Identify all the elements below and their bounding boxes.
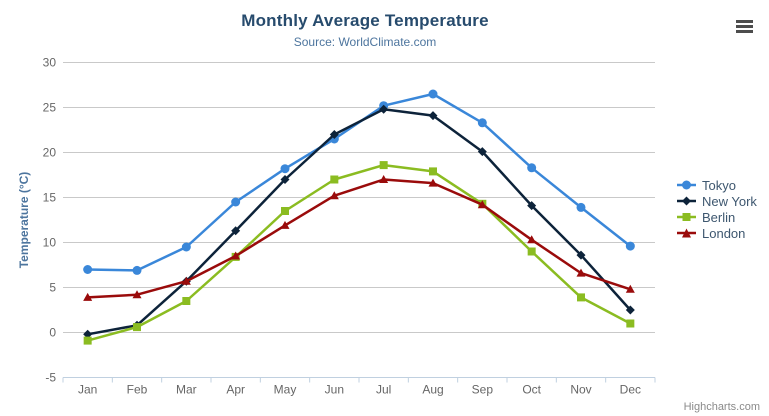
- y-axis-label: 30: [43, 56, 57, 70]
- x-axis-label: Jan: [78, 383, 97, 397]
- marker-new-york[interactable]: [83, 329, 93, 339]
- marker-new-york[interactable]: [329, 130, 339, 139]
- marker-tokyo[interactable]: [477, 118, 487, 128]
- y-axis-label: 0: [49, 326, 56, 340]
- context-menu-button[interactable]: [736, 20, 754, 34]
- marker-tokyo[interactable]: [181, 242, 191, 252]
- marker-tokyo[interactable]: [83, 265, 93, 274]
- triangle-icon: [677, 228, 696, 238]
- marker-berlin[interactable]: [626, 319, 635, 328]
- hamburger-menu-icon: [736, 30, 753, 33]
- square-icon: [677, 213, 696, 221]
- marker-new-york[interactable]: [576, 250, 586, 260]
- marker-new-york[interactable]: [280, 175, 290, 184]
- diamond-icon: [677, 196, 696, 206]
- legend-item-london[interactable]: London: [676, 225, 757, 241]
- marker-london[interactable]: [83, 292, 93, 301]
- marker-tokyo[interactable]: [231, 197, 241, 207]
- x-axis-label: Nov: [570, 383, 591, 397]
- x-axis-label: Feb: [127, 383, 148, 397]
- marker-berlin[interactable]: [281, 207, 289, 215]
- y-axis-label: -5: [45, 371, 56, 385]
- x-axis-label: Jun: [325, 383, 344, 397]
- marker-london[interactable]: [576, 268, 586, 277]
- series-line-tokyo: [86, 92, 632, 272]
- legend-item-tokyo[interactable]: Tokyo: [676, 177, 757, 193]
- hamburger-menu-icon: [736, 20, 753, 23]
- x-axis-label: Aug: [422, 383, 443, 397]
- marker-london[interactable]: [527, 235, 537, 244]
- legend-label-tokyo: Tokyo: [702, 177, 736, 193]
- marker-berlin[interactable]: [577, 293, 585, 302]
- chart-subtitle: Source: WorldClimate.com: [293, 35, 437, 49]
- marker-new-york[interactable]: [625, 305, 635, 315]
- marker-tokyo[interactable]: [132, 265, 142, 275]
- marker-new-york[interactable]: [428, 111, 438, 121]
- marker-new-york[interactable]: [527, 201, 537, 211]
- y-axis-label: 10: [43, 236, 57, 250]
- marker-berlin[interactable]: [182, 297, 191, 305]
- credits-link[interactable]: Highcharts.com: [683, 401, 760, 413]
- series-line-london: [86, 178, 632, 299]
- marker-new-york[interactable]: [231, 226, 241, 236]
- legend-item-berlin[interactable]: Berlin: [676, 209, 757, 225]
- marker-tokyo[interactable]: [527, 163, 537, 173]
- y-axis-label: 25: [43, 101, 57, 115]
- marker-berlin[interactable]: [527, 247, 536, 256]
- marker-london[interactable]: [477, 200, 487, 209]
- marker-berlin[interactable]: [133, 323, 141, 332]
- marker-tokyo[interactable]: [625, 241, 635, 251]
- y-axis-label: 5: [49, 281, 56, 295]
- circle-icon: [677, 180, 696, 190]
- x-axis-label: Dec: [620, 383, 641, 397]
- legend-label-new-york: New York: [702, 193, 757, 209]
- legend-label-london: London: [702, 225, 746, 241]
- marker-new-york[interactable]: [477, 147, 487, 157]
- series-line-berlin: [86, 163, 632, 342]
- marker-london[interactable]: [625, 284, 635, 293]
- marker-london[interactable]: [280, 220, 290, 229]
- y-axis-title: Temperature (°C): [17, 172, 31, 269]
- x-axis-label: May: [274, 383, 297, 397]
- marker-tokyo[interactable]: [428, 89, 438, 99]
- marker-new-york[interactable]: [379, 104, 389, 114]
- y-axis-label: 20: [43, 146, 57, 160]
- marker-london[interactable]: [428, 178, 438, 187]
- x-axis-label: Jul: [376, 383, 391, 397]
- marker-berlin[interactable]: [83, 336, 92, 345]
- x-axis-label: Mar: [176, 383, 197, 397]
- marker-london[interactable]: [329, 191, 339, 200]
- series-line-new-york: [86, 108, 632, 336]
- marker-london[interactable]: [132, 290, 142, 299]
- legend-item-new-york[interactable]: New York: [676, 193, 757, 209]
- marker-tokyo[interactable]: [576, 202, 586, 212]
- marker-berlin[interactable]: [330, 175, 339, 184]
- chart-title: Monthly Average Temperature: [241, 11, 489, 30]
- legend: Tokyo New York Berlin London: [676, 177, 757, 241]
- marker-berlin[interactable]: [429, 167, 437, 176]
- x-axis-label: Apr: [226, 383, 245, 397]
- x-axis-label: Sep: [472, 383, 494, 397]
- marker-london[interactable]: [379, 175, 389, 183]
- hamburger-menu-icon: [736, 25, 753, 28]
- marker-berlin[interactable]: [379, 161, 388, 170]
- marker-london[interactable]: [231, 251, 241, 260]
- x-axis-label: Oct: [522, 383, 541, 397]
- legend-label-berlin: Berlin: [702, 209, 736, 225]
- marker-tokyo[interactable]: [280, 164, 290, 174]
- marker-london[interactable]: [181, 276, 191, 285]
- y-axis-label: 15: [43, 191, 57, 205]
